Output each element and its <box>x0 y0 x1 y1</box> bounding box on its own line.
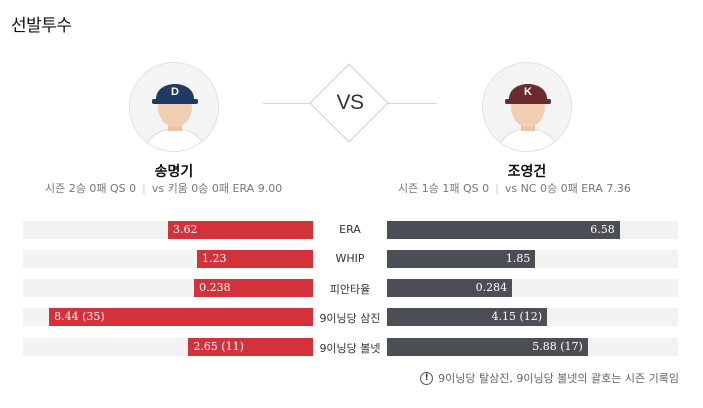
home-pitcher-name[interactable]: 송명기 <box>154 164 194 180</box>
away-season-stats: 시즌 1승 1패 QS 0 <box>398 182 490 195</box>
home-bar: 1.23 <box>197 250 313 268</box>
home-pitcher-stats: 시즌 2승 0패 QS 0 | vs 키움 0승 0패 ERA 9.00 <box>45 180 307 196</box>
away-bar-value: 1.85 <box>505 252 531 265</box>
away-bar-track: 6.58 <box>387 221 678 239</box>
away-pitcher-photo[interactable]: K <box>482 62 572 152</box>
stat-row-label: WHIP <box>335 252 365 265</box>
stat-row-label: 피안타율 <box>329 283 371 296</box>
stat-row-label: 9이닝당 삼진 <box>319 312 381 325</box>
home-pitcher-photo[interactable]: D <box>129 62 219 152</box>
away-cap-logo: K <box>524 86 532 98</box>
stat-row-label: ERA <box>339 223 361 236</box>
home-bar: 0.238 <box>194 279 313 297</box>
stat-row-era: 3.62 ERA 6.58 <box>23 221 678 239</box>
away-bar: 4.15 (12) <box>387 308 548 326</box>
away-bar-track: 0.284 <box>387 279 678 297</box>
home-bar: 2.65 (11) <box>188 338 313 356</box>
home-bar: 3.62 <box>168 221 313 239</box>
away-pitcher-stats: 시즌 1승 1패 QS 0 | vs NC 0승 0패 ERA 7.36 <box>398 180 660 196</box>
away-bar-value: 0.284 <box>475 281 508 294</box>
home-vs-stats: vs 키움 0승 0패 ERA 9.00 <box>151 182 283 195</box>
info-icon: ! <box>420 371 434 385</box>
home-bar-track: 8.44 (35) <box>23 308 313 326</box>
footnote: ! 9이닝당 탈삼진, 9이닝당 볼넷의 괄호는 시즌 기록임 <box>420 370 679 386</box>
home-cap-logo: D <box>171 86 179 98</box>
stat-row-label: 9이닝당 볼넷 <box>319 342 381 355</box>
away-bar: 0.284 <box>387 279 513 297</box>
stat-row-whip: 1.23 WHIP 1.85 <box>23 250 678 268</box>
away-bar-track: 5.88 (17) <box>387 338 678 356</box>
vs-divider-left <box>263 103 320 104</box>
home-bar-value: 8.44 (35) <box>54 310 105 323</box>
section-title: 선발투수 <box>11 16 72 36</box>
home-bar-value: 3.62 <box>173 223 198 236</box>
away-bar: 5.88 (17) <box>387 338 588 356</box>
home-season-stats: 시즌 2승 0패 QS 0 <box>45 182 137 195</box>
away-bar-track: 4.15 (12) <box>387 308 678 326</box>
away-bar-value: 6.58 <box>590 223 615 236</box>
away-bar: 6.58 <box>387 221 620 239</box>
away-bar-value: 5.88 (17) <box>532 340 583 353</box>
stat-row-strikeouts-per-9: 8.44 (35) 9이닝당 삼진 4.15 (12) <box>23 308 678 326</box>
vs-label: VS <box>336 91 364 114</box>
home-bar-track: 2.65 (11) <box>23 338 313 356</box>
away-pitcher-name[interactable]: 조영건 <box>507 164 547 180</box>
away-pitcher-avatar-icon: K <box>483 63 571 151</box>
home-bar-track: 3.62 <box>23 221 313 239</box>
away-bar: 1.85 <box>387 250 536 268</box>
home-bar-value: 1.23 <box>202 252 227 265</box>
stat-row-walks-per-9: 2.65 (11) 9이닝당 볼넷 5.88 (17) <box>23 338 678 356</box>
away-bar-value: 4.15 (12) <box>491 310 543 323</box>
home-bar-value: 2.65 (11) <box>193 340 244 353</box>
home-bar: 8.44 (35) <box>49 308 313 326</box>
away-bar-track: 1.85 <box>387 250 678 268</box>
vs-divider-right <box>380 103 437 104</box>
stats-separator: | <box>495 182 499 195</box>
stats-separator: | <box>142 182 146 195</box>
stat-row-batting-avg-against: 0.238 피안타율 0.284 <box>23 279 678 297</box>
footnote-text: 9이닝당 탈삼진, 9이닝당 볼넷의 괄호는 시즌 기록임 <box>438 372 679 385</box>
home-bar-track: 0.238 <box>23 279 313 297</box>
home-pitcher-avatar-icon: D <box>130 63 218 151</box>
home-bar-track: 1.23 <box>23 250 313 268</box>
home-bar-value: 0.238 <box>199 281 231 294</box>
away-vs-stats: vs NC 0승 0패 ERA 7.36 <box>504 182 631 195</box>
